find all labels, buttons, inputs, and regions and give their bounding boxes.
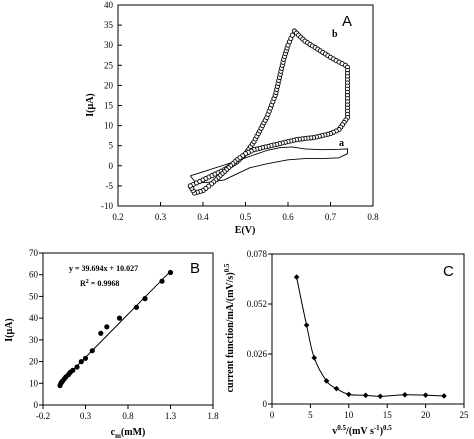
panel-b-data-point	[98, 330, 104, 336]
panel-c-x-tick-label: 0	[270, 410, 275, 420]
panel-b-data-point	[70, 367, 76, 373]
curve-b-label: b	[332, 29, 338, 40]
panel-c-x-ticks: 0 5 10 15 20 25	[270, 404, 469, 420]
chart-panel-a: -10 -5 0 5 10 15 20 25 30 35 40 0.2 0.3 0.4 0.5 0.6 0.7…	[85, 0, 379, 236]
panel-b-y-tick-label: 20	[29, 357, 39, 367]
panel-c-data-point	[333, 385, 340, 392]
panel-b-y-axis-label: I(µA)	[4, 318, 15, 342]
panel-c-curve	[296, 277, 445, 397]
panel-a-y-tick-label: -10	[101, 201, 113, 211]
panel-b-y-tick-label: 10	[29, 378, 39, 388]
curve-a-line	[189, 146, 348, 184]
panel-c-data-point	[293, 274, 300, 280]
panel-c-y-tick-label: 0.052	[247, 299, 267, 309]
panel-c-data-point	[303, 322, 310, 328]
panel-c-y-tick-label: 0.026	[247, 349, 268, 359]
panel-a-x-tick-label: 0.2	[112, 212, 123, 222]
panel-b-y-tick-label: 0	[34, 400, 39, 410]
panel-c-y-ticks: 0 0.026 0.052 0.078	[247, 249, 272, 409]
panel-c-y-axis-label: current function/mA/(mV/s)0.5	[223, 263, 236, 392]
panel-a-y-tick-label: 30	[104, 40, 114, 50]
panel-b-y-tick-label: 50	[29, 291, 39, 301]
panel-a-y-axis-label: I(µA)	[85, 93, 96, 117]
panel-c-data-point	[422, 392, 429, 398]
panel-b-data-point	[116, 315, 123, 321]
panel-c-data-point	[441, 393, 447, 399]
regression-line	[59, 270, 171, 384]
panel-b-data-point	[104, 324, 110, 330]
panel-b-y-tick-label: 60	[29, 270, 39, 280]
regression-equation: y = 39.694x + 10.027	[69, 264, 138, 273]
panel-b-data-point	[78, 359, 84, 365]
panel-b-data-point	[133, 304, 140, 310]
chart-panel-c: 0 0.026 0.052 0.078 0 5 10 15 20 25 C v0.5/(mV s…	[223, 249, 469, 437]
panel-b-data-point	[159, 278, 165, 284]
curve-a-label: a	[339, 138, 344, 149]
panel-a-y-tick-label: 15	[104, 101, 114, 111]
panel-c-data-point	[323, 378, 330, 384]
panel-b-x-tick-label: 1.3	[165, 411, 177, 421]
panel-a-y-tick-label: 20	[104, 80, 114, 90]
panel-a-y-tick-label: -5	[106, 181, 114, 191]
panel-b-x-axis-label: cm(mM)	[111, 427, 146, 439]
panel-b-x-tick-label: 0.8	[122, 411, 134, 421]
panel-b-data-point	[74, 364, 80, 370]
panel-c-x-axis-label: v0.5/(mV s-1)0.5	[332, 424, 392, 437]
panel-c-x-tick-label: 20	[421, 410, 431, 420]
panel-a-x-tick-label: 0.4	[197, 212, 209, 222]
panel-b-data-point	[167, 269, 174, 276]
panel-a-label: A	[342, 13, 352, 30]
panel-a-y-tick-label: 40	[104, 0, 114, 10]
panel-b-x-tick-label: -0.2	[36, 411, 50, 421]
curve-b-point	[187, 183, 193, 189]
panel-a-y-tick-label: 0	[109, 161, 114, 171]
panel-a-y-tick-label: 35	[104, 20, 114, 30]
panel-a-curves	[187, 28, 351, 196]
panel-a-x-axis-label: E(V)	[235, 225, 256, 236]
panel-c-y-tick-label: 0.078	[247, 249, 268, 259]
panel-c-x-tick-label: 25	[460, 410, 470, 420]
panel-b-x-tick-label: 0.3	[80, 411, 92, 421]
chart-panel-b: 0 10 20 30 40 50 60 70 -0.2 0.3 0.8 1.3 1.8 B y = 3…	[4, 248, 219, 439]
r-squared: R2 = 0.9968	[80, 279, 119, 288]
panel-c-data-point	[311, 355, 318, 361]
panel-c-y-tick-label: 0	[263, 399, 268, 409]
panel-b-y-tick-label: 40	[29, 313, 39, 323]
panel-c-data-point	[362, 392, 369, 399]
panel-b-data-point	[89, 348, 95, 354]
panel-b-data-point	[82, 355, 89, 361]
panel-a-y-tick-label: 5	[109, 141, 114, 151]
panel-b-y-ticks: 0 10 20 30 40 50 60 70	[29, 248, 43, 410]
panel-c-x-tick-label: 15	[383, 410, 393, 420]
panel-c-x-tick-label: 5	[308, 410, 313, 420]
panel-c-label: C	[443, 263, 454, 280]
panel-a-y-tick-label: 10	[104, 121, 114, 131]
panel-b-x-ticks: -0.2 0.3 0.8 1.3 1.8	[36, 405, 219, 421]
curve-b-point	[289, 32, 295, 38]
panel-c-data-point	[346, 391, 352, 398]
panel-b-frame	[42, 252, 214, 406]
panel-c-frame	[271, 253, 465, 405]
panel-a-x-tick-label: 0.7	[325, 212, 337, 222]
panel-a-x-tick-label: 0.3	[155, 212, 167, 222]
panel-a-x-tick-label: 0.5	[240, 212, 252, 222]
panel-a-y-ticks: -10 -5 0 5 10 15 20 25 30 35 40	[101, 0, 122, 211]
panel-a-x-tick-label: 0.8	[367, 212, 379, 222]
panel-a-x-tick-label: 0.6	[282, 212, 294, 222]
panel-b-y-tick-label: 70	[29, 248, 39, 258]
panel-b-label: B	[190, 260, 200, 277]
panel-c-data-point	[377, 393, 384, 400]
panel-c-x-tick-label: 10	[344, 410, 354, 420]
panel-a-x-ticks: 0.2 0.3 0.4 0.5 0.6 0.7 0.8	[112, 202, 379, 222]
panel-c-data-point	[402, 391, 408, 398]
panel-b-x-tick-label: 1.8	[207, 411, 219, 421]
panel-b-data-point	[142, 296, 148, 302]
panel-b-plot	[57, 269, 174, 389]
panel-b-y-tick-label: 30	[29, 335, 39, 345]
panel-a-y-tick-label: 25	[104, 60, 114, 70]
panel-c-plot	[293, 274, 447, 400]
